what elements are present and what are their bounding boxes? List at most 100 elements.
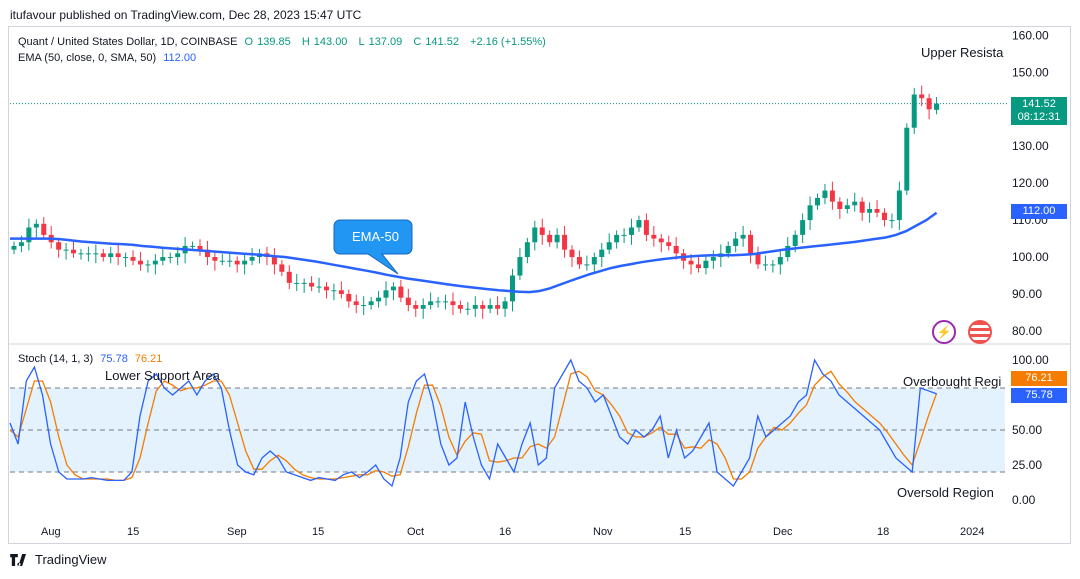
candle-body — [197, 245, 203, 250]
candle-body — [316, 286, 322, 288]
candle-body — [822, 190, 828, 198]
candle-body — [85, 253, 91, 255]
ema-legend: EMA (50, close, 0, SMA, 50) 112.00 — [18, 52, 200, 64]
candle-body — [368, 301, 374, 306]
y-tick-label: 120.00 — [1012, 176, 1049, 190]
x-tick-label: Dec — [773, 526, 793, 538]
candle-body — [859, 201, 865, 213]
candle-body — [584, 264, 590, 266]
stoch-legend-label: Stoch (14, 1, 3) — [18, 353, 94, 365]
candle-body — [815, 197, 821, 206]
ema-callout-label: EMA-50 — [352, 229, 399, 244]
candle-body — [130, 257, 136, 261]
candle-body — [881, 212, 887, 221]
candle-body — [755, 253, 761, 265]
candle-body — [762, 264, 768, 266]
candle-body — [71, 249, 77, 254]
candle-body — [777, 257, 783, 265]
candle-body — [919, 94, 925, 99]
candle-body — [435, 301, 441, 303]
candle-body — [629, 227, 635, 235]
candle-body — [145, 264, 151, 266]
candle-body — [495, 305, 501, 309]
y-tick-label: 90.00 — [1012, 287, 1042, 301]
candle-body — [614, 234, 620, 243]
candle-body — [309, 282, 315, 287]
candle-body — [562, 234, 568, 250]
overbought-label: Overbought Regi — [903, 374, 1001, 389]
candle-body — [219, 260, 225, 262]
candle-body — [874, 209, 880, 213]
candle-body — [658, 238, 664, 243]
candle-body — [911, 94, 917, 128]
candle-body — [294, 282, 300, 284]
us-flag-icon[interactable] — [968, 320, 992, 344]
candle-body — [383, 290, 389, 298]
ema-price-tag: 112.00 — [1011, 204, 1067, 219]
candle-body — [26, 227, 32, 243]
x-tick-label: 2024 — [960, 526, 984, 538]
stoch-y-tick-label: 50.00 — [1012, 423, 1042, 437]
ema-line — [10, 211, 938, 294]
candle-body — [472, 305, 478, 309]
candle-body — [63, 249, 69, 251]
candle-body — [279, 264, 285, 272]
candle-body — [56, 242, 62, 250]
candle-body — [78, 253, 84, 255]
candle-body — [934, 103, 940, 110]
candle-body — [175, 253, 181, 258]
y-tick-label: 100.00 — [1012, 250, 1049, 264]
oversold-label: Oversold Region — [897, 485, 994, 500]
candle-body — [800, 220, 806, 235]
candle-body — [509, 275, 515, 302]
candle-body — [844, 205, 850, 210]
candle-body — [688, 260, 694, 265]
candle-body — [867, 209, 873, 213]
candle-body — [852, 201, 858, 206]
y-tick-label: 130.00 — [1012, 139, 1049, 153]
candle-body — [465, 308, 471, 310]
candle-body — [666, 242, 672, 246]
x-tick-label: Oct — [407, 526, 424, 538]
x-tick-label: Sep — [227, 526, 247, 538]
candle-body — [524, 242, 530, 258]
stoch-k-tag: 75.78 — [1011, 388, 1067, 403]
candle-body — [748, 234, 754, 254]
footer-brand[interactable]: TradingView — [10, 552, 107, 567]
candle-body — [323, 286, 329, 291]
candle-body — [829, 190, 835, 202]
candle-body — [18, 242, 24, 246]
candle-body — [896, 190, 902, 221]
stoch-k-line — [9, 358, 937, 488]
candle-body — [361, 305, 367, 307]
candle-body — [301, 282, 307, 284]
lightning-icon[interactable]: ⚡ — [932, 320, 956, 344]
candle-body — [740, 234, 746, 239]
candle-body — [725, 245, 731, 254]
ema-legend-label: EMA (50, close, 0, SMA, 50) — [18, 52, 157, 64]
candle-body — [517, 257, 523, 276]
candle-body — [234, 260, 240, 265]
candle-body — [554, 234, 560, 243]
candle-body — [115, 253, 121, 258]
candle-body — [673, 245, 679, 254]
upper-resistance-label: Upper Resista — [921, 45, 1004, 60]
candle-body — [212, 257, 218, 261]
candle-body — [405, 297, 411, 306]
candle-body — [480, 305, 486, 309]
candle-body — [413, 305, 419, 309]
candle-body — [591, 257, 597, 265]
candle-body — [792, 234, 798, 246]
candle-body — [100, 253, 106, 258]
candle-body — [487, 305, 493, 309]
candle-body — [532, 227, 538, 243]
publisher-header: itufavour published on TradingView.com, … — [10, 8, 362, 22]
chart-frame[interactable] — [8, 26, 1071, 544]
symbol-title: Quant / United States Dollar, 1D, COINBA… — [18, 36, 238, 48]
candle-body — [167, 257, 173, 259]
candle-body — [733, 238, 739, 246]
candle-body — [703, 260, 709, 269]
candle-body — [41, 223, 47, 235]
candle-body — [443, 301, 449, 303]
